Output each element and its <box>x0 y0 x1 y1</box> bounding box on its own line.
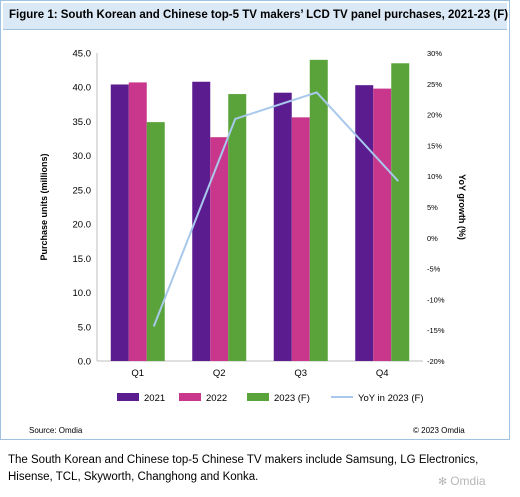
watermark-text: Omdia <box>450 474 486 488</box>
y2-tick-label: 10% <box>427 172 442 181</box>
wechat-icon: ✻ <box>438 476 448 488</box>
bar-2021-q4 <box>355 85 374 362</box>
bar-2022-q4 <box>373 88 392 361</box>
y-axis-title: Purchase units (millions) <box>39 153 49 260</box>
y2-tick-label: -10% <box>427 295 445 304</box>
y-tick-label: 0.0 <box>78 357 91 368</box>
bar-2021-q2 <box>192 81 211 361</box>
y2-tick-label: 5% <box>427 203 438 212</box>
bar-2023-f-q3 <box>309 59 328 361</box>
y-tick-label: 5.0 <box>78 322 91 333</box>
y-tick-label: 40.0 <box>73 83 92 94</box>
bar-2021-q3 <box>273 92 292 361</box>
bar-2023-f-q2 <box>228 94 247 362</box>
legend-label: 2022 <box>206 393 227 404</box>
yoy-line <box>152 91 399 327</box>
y-tick-label: 35.0 <box>73 117 92 128</box>
y2-axis-title: YoY growth (%) <box>457 174 467 240</box>
legend-label: 2023 (F) <box>274 393 310 404</box>
y-tick-label: 10.0 <box>73 288 92 299</box>
legend-label: 2021 <box>144 393 165 404</box>
legend-swatch <box>247 393 269 401</box>
combo-chart: 0.0 5.0 10.0 15.0 20.0 25.0 30.0 35.0 40.0 45.0 -2… <box>39 49 467 405</box>
x-tick-label: Q3 <box>294 368 307 379</box>
bar-2022-q2 <box>210 137 229 361</box>
bar-2022-q1 <box>128 82 147 361</box>
y-tick-label: 15.0 <box>73 254 92 265</box>
source-note: Source: Omdia <box>29 426 83 435</box>
y2-tick-label: 25% <box>427 80 442 89</box>
y2-tick-label: 15% <box>427 141 442 150</box>
bar-2021-q1 <box>110 84 129 362</box>
bar-2022-q3 <box>291 117 310 362</box>
figure-title-bar: Figure 1: South Korean and Chinese top-5… <box>3 3 509 30</box>
copyright-note: © 2023 Omdia <box>413 426 465 435</box>
y2-tick-label: -15% <box>427 326 445 335</box>
x-tick-label: Q2 <box>213 368 226 379</box>
figure-caption: The South Korean and Chinese top-5 Chine… <box>8 454 479 483</box>
y-tick-label: 30.0 <box>73 151 92 162</box>
y2-tick-label: 0% <box>427 234 438 243</box>
y2-tick-label: 30% <box>427 49 442 58</box>
bar-2023-f-q4 <box>391 63 410 362</box>
legend-label: YoY in 2023 (F) <box>358 393 424 404</box>
y2-tick-label: -20% <box>427 357 445 366</box>
bar-2023-f-q1 <box>146 122 165 361</box>
watermark: ✻ Omdia <box>438 474 486 488</box>
figure-panel: Figure 1: South Korean and Chinese top-5… <box>0 0 510 440</box>
y-tick-label: 45.0 <box>73 49 92 60</box>
legend-swatch <box>117 393 139 401</box>
y2-tick-label: 20% <box>427 111 442 120</box>
y-tick-label: 20.0 <box>73 220 92 231</box>
legend-swatch <box>179 393 201 401</box>
y2-tick-label: -5% <box>427 265 441 274</box>
y-tick-label: 25.0 <box>73 185 92 196</box>
x-tick-label: Q1 <box>131 368 144 379</box>
figure-title: Figure 1: South Korean and Chinese top-5… <box>9 9 509 21</box>
x-tick-label: Q4 <box>376 368 389 379</box>
